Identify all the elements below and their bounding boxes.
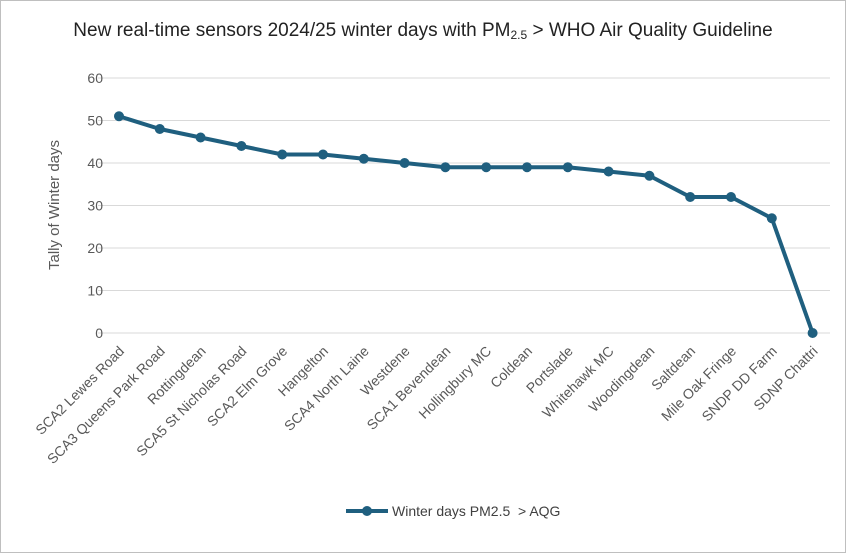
- data-point: [399, 158, 410, 168]
- y-tick-label: 20: [87, 240, 103, 256]
- data-point: [114, 111, 124, 122]
- data-point: [603, 166, 614, 177]
- data-point: [277, 149, 288, 160]
- data-point: [318, 149, 328, 160]
- legend: Winter days PM2.5 > AQG: [346, 503, 560, 519]
- data-point: [685, 192, 696, 202]
- legend-marker-swatch: [362, 506, 372, 516]
- data-point: [562, 162, 573, 173]
- series-line: [118, 114, 815, 334]
- data-point: [726, 192, 736, 202]
- y-axis-label: Tally of Winter days: [46, 140, 63, 270]
- x-category-label: Hollingbury MC: [415, 343, 494, 422]
- chart-title-main: New real-time sensors 2024/25 winter day…: [73, 20, 511, 41]
- data-point: [358, 153, 369, 164]
- data-point: [481, 162, 492, 173]
- data-point: [236, 141, 247, 151]
- chart-title-rest: > WHO Air Quality Guideline: [527, 20, 773, 41]
- y-axis-ticks: 0 10 20 30 40 50 60: [87, 70, 103, 341]
- data-point: [154, 124, 165, 134]
- data-point: [522, 162, 532, 173]
- series-line-group: [114, 111, 818, 338]
- data-point: [440, 162, 451, 173]
- legend-series-name: Winter days PM2.5 > AQG: [392, 503, 560, 519]
- x-category-label: Whitehawk MC: [539, 343, 617, 421]
- y-tick-label: 40: [87, 155, 103, 171]
- chart-title: New real-time sensors 2024/25 winter day…: [0, 20, 846, 42]
- data-point: [195, 132, 206, 143]
- y-tick-label: 60: [87, 70, 103, 86]
- y-tick-label: 30: [87, 198, 103, 214]
- gridlines: [98, 77, 830, 334]
- data-point: [766, 213, 777, 224]
- y-tick-label: 0: [95, 325, 103, 341]
- data-point: [644, 170, 655, 181]
- y-tick-label: 10: [87, 283, 103, 299]
- y-tick-label: 50: [87, 113, 103, 129]
- data-point: [807, 328, 818, 338]
- chart-title-subscript: 2.5: [510, 28, 528, 42]
